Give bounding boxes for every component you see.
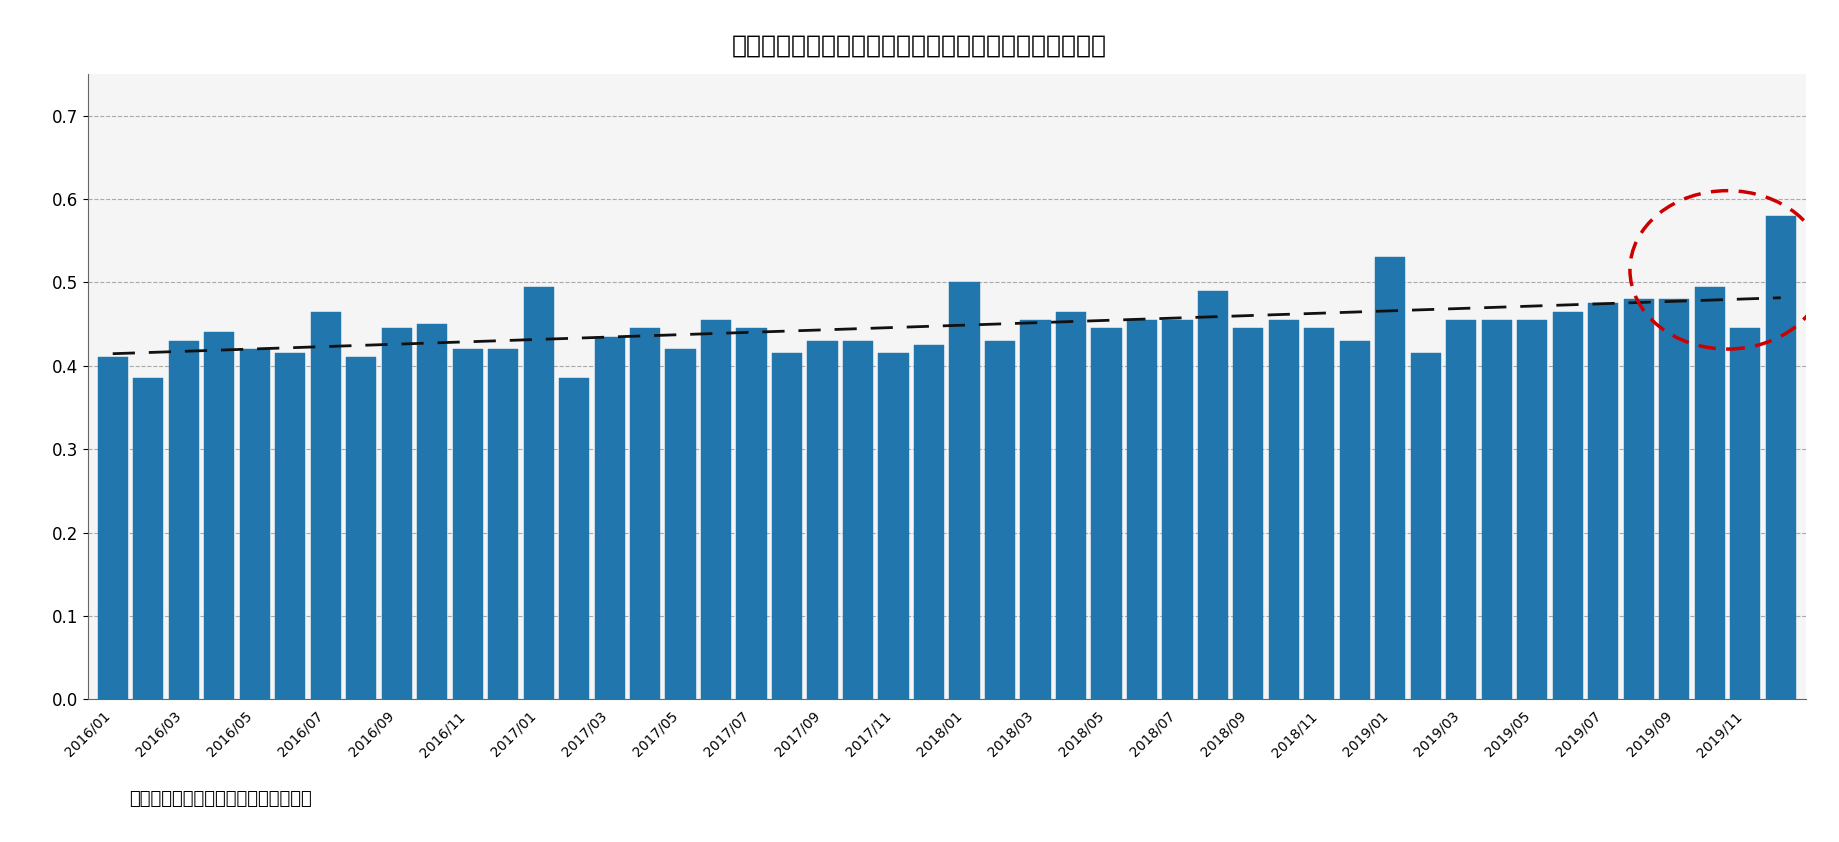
- Bar: [132, 378, 164, 699]
- Bar: [1765, 216, 1797, 699]
- Bar: [1197, 290, 1228, 699]
- Bar: [276, 354, 305, 699]
- Bar: [1696, 286, 1725, 699]
- Bar: [239, 349, 270, 699]
- Bar: [1162, 320, 1192, 699]
- Bar: [1659, 299, 1690, 699]
- Bar: [204, 333, 234, 699]
- Bar: [524, 286, 554, 699]
- Text: （資料：日本銀行のデータから作成）: （資料：日本銀行のデータから作成）: [129, 791, 311, 808]
- Bar: [807, 341, 837, 699]
- Bar: [1234, 328, 1263, 699]
- Bar: [736, 328, 767, 699]
- Bar: [666, 349, 695, 699]
- Bar: [1552, 312, 1583, 699]
- Bar: [1445, 320, 1477, 699]
- Bar: [594, 337, 625, 699]
- Bar: [1411, 354, 1442, 699]
- Bar: [1589, 303, 1618, 699]
- Text: 図表３：電子マネーによる決済額の推移（兆円：月次）: 図表３：電子マネーによる決済額の推移（兆円：月次）: [732, 34, 1107, 58]
- Bar: [346, 357, 377, 699]
- Bar: [842, 341, 874, 699]
- Bar: [169, 341, 199, 699]
- Bar: [1127, 320, 1157, 699]
- Bar: [1304, 328, 1335, 699]
- Bar: [1482, 320, 1512, 699]
- Bar: [1517, 320, 1547, 699]
- Bar: [631, 328, 660, 699]
- Bar: [914, 345, 943, 699]
- Bar: [879, 354, 908, 699]
- Bar: [1341, 341, 1370, 699]
- Bar: [1376, 258, 1405, 699]
- Bar: [949, 282, 980, 699]
- Bar: [1091, 328, 1122, 699]
- Bar: [97, 357, 127, 699]
- Bar: [487, 349, 519, 699]
- Bar: [1056, 312, 1087, 699]
- Bar: [986, 341, 1015, 699]
- Bar: [1730, 328, 1760, 699]
- Bar: [1269, 320, 1298, 699]
- Bar: [417, 324, 447, 699]
- Bar: [311, 312, 340, 699]
- Bar: [452, 349, 482, 699]
- Bar: [381, 328, 412, 699]
- Bar: [772, 354, 802, 699]
- Bar: [1624, 299, 1653, 699]
- Bar: [559, 378, 588, 699]
- Bar: [701, 320, 732, 699]
- Bar: [1021, 320, 1050, 699]
